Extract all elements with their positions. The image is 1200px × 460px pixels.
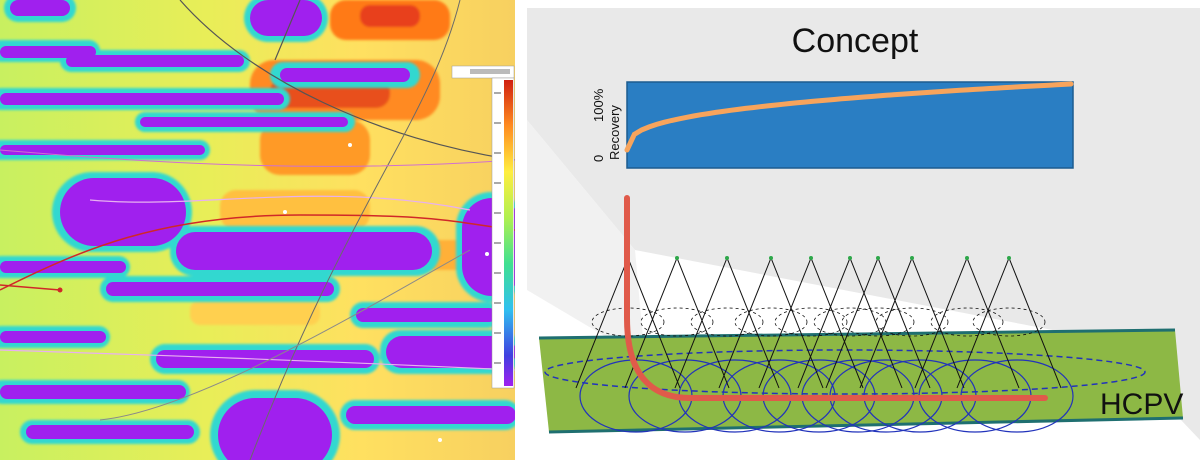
- recovery-axis-label: Recovery: [607, 105, 622, 160]
- cone-tip-marker: [725, 256, 729, 260]
- upper-drainage-ring: [591, 307, 665, 337]
- upper-drainage-ring: [734, 307, 808, 337]
- saturation-map-svg: [0, 0, 515, 460]
- mid-drainage-ring: [544, 349, 1146, 395]
- upper-drainage-ring: [875, 307, 949, 337]
- cone-tip-marker: [809, 256, 813, 260]
- recovery-chart-plot-area: [626, 81, 1074, 169]
- cone-tip-marker: [910, 256, 914, 260]
- recovery-chart: 0 100% Recovery: [591, 81, 1074, 169]
- low-value-zones: [0, 0, 515, 460]
- saturation-map: [0, 0, 515, 460]
- upper-drainage-ring: [690, 307, 764, 337]
- hcpv-label: HCPV: [1100, 388, 1183, 421]
- cone-tip-marker: [876, 256, 880, 260]
- callout-wedge: [527, 120, 645, 360]
- cone-tip-marker: [675, 256, 679, 260]
- cone-tip-marker: [965, 256, 969, 260]
- recovery-curve: [624, 81, 1074, 153]
- cone-tip-marker: [1007, 256, 1011, 260]
- reservoir-band: [539, 330, 1183, 432]
- horizontal-wellbore: [624, 195, 1048, 401]
- cone-tip-marker: [848, 256, 852, 260]
- well-trajectories: [0, 0, 515, 460]
- upper-drainage-ring: [972, 307, 1046, 337]
- recovery-axis-max-label: 100%: [591, 88, 606, 122]
- upper-drainage-ring: [774, 307, 848, 337]
- upper-drainage-ring: [930, 307, 1004, 337]
- upper-drainage-ring: [640, 307, 714, 337]
- concept-diagram: Concept 0 100% Recovery HCPV: [515, 0, 1200, 460]
- concept-diagram-svg: Concept 0 100% Recovery HCPV: [527, 8, 1200, 440]
- concept-title: Concept: [792, 22, 919, 60]
- upper-drainage-ring: [841, 307, 915, 337]
- cone-tip-marker: [769, 256, 773, 260]
- color-scale-bar: [451, 65, 515, 389]
- recovery-axis-min-label: 0: [591, 155, 606, 162]
- well-markers: [57, 143, 489, 442]
